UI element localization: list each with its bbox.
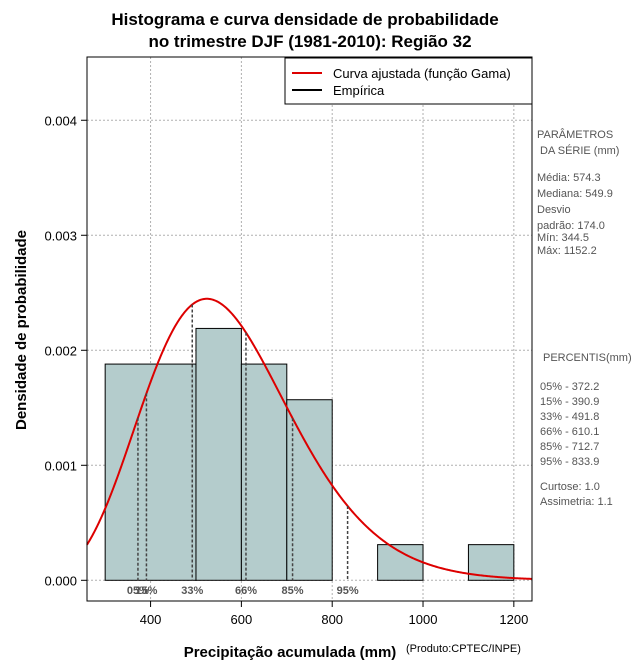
fitted-curve-layer [86,297,533,580]
percentile-label-85%: 85% [282,585,304,597]
x-axis-title: Precipitação acumulada (mm) [184,644,397,660]
credit-text: (Produto:CPTEC/INPE) [406,643,521,655]
x-tick-label-1: 600 [231,612,253,627]
y-tick-label-0: 0.000 [44,573,77,588]
param-desvio-2: padrão: 174.0 [537,220,605,232]
percentile-66: 66% - 610.1 [540,426,599,438]
y-tick-label-3: 0.003 [44,228,77,243]
param-mediana: Mediana: 549.9 [537,188,613,200]
fitted-gamma-curve [86,297,533,580]
params-title-1: PARÂMETROS [537,128,613,141]
series-parameters-panel: PARÂMETROS DA SÉRIE (mm) Média: 574.3 Me… [537,128,619,257]
histogram-bars [104,327,515,581]
percentile-label-33%: 33% [181,585,203,597]
percentile-label-95%: 95% [337,585,359,597]
y-tick-label-4: 0.004 [44,113,77,128]
x-tick-label-0: 400 [140,612,162,627]
legend-empirical-label: Empírica [333,83,385,98]
histogram-bar-4 [377,544,424,581]
param-min: Mín: 344.5 [537,232,589,244]
percentile-label-15%: 15% [135,585,157,597]
x-tick-label-4: 1200 [499,612,528,627]
y-axis-title: Densidade de probabilidade [13,230,30,430]
params-title-2: DA SÉRIE (mm) [540,144,619,157]
param-max: Máx: 1152.2 [537,245,597,257]
plot-frame [86,56,533,602]
chart-title-line-2: no trimestre DJF (1981-2010): Região 32 [148,32,471,51]
percentis-title: PERCENTIS(mm) [543,352,632,364]
x-axis-ticks: 400 600 800 1000 1200 [140,601,528,627]
percentile-label-66%: 66% [235,585,257,597]
percentile-85: 85% - 712.7 [540,441,599,453]
percentile-15: 15% - 390.9 [540,396,599,408]
legend: Curva ajustada (função Gama) Empírica [284,57,533,105]
y-tick-label-1: 0.001 [44,458,77,473]
assimetria: Assimetria: 1.1 [540,496,613,508]
chart-title-line-1: Histograma e curva densidade de probabil… [111,10,498,29]
legend-box [284,57,533,105]
x-tick-label-2: 800 [321,612,343,627]
param-media: Média: 574.3 [537,172,601,184]
x-tick-label-3: 1000 [409,612,438,627]
y-tick-label-2: 0.002 [44,343,77,358]
y-axis-ticks: 0.000 0.001 0.002 0.003 0.004 [44,113,87,588]
curtose: Curtose: 1.0 [540,481,600,493]
percentile-label-05%: 05% [127,585,149,597]
percentiles-panel: PERCENTIS(mm) 05% - 372.2 15% - 390.9 33… [540,352,632,508]
histogram-bar-3 [286,399,333,581]
histogram-bar-0 [104,363,197,581]
param-desvio-1: Desvio [537,204,571,216]
histogram-bar-1 [195,327,242,581]
legend-fitted-label: Curva ajustada (função Gama) [333,66,511,81]
percentile-95: 95% - 833.9 [540,456,599,468]
percentile-markers: 05%15% 33% 66% 85% 95% [127,304,359,597]
histogram-bar-2 [240,363,288,581]
percentile-05: 05% - 372.2 [540,381,599,393]
percentile-33: 33% - 491.8 [540,411,599,423]
